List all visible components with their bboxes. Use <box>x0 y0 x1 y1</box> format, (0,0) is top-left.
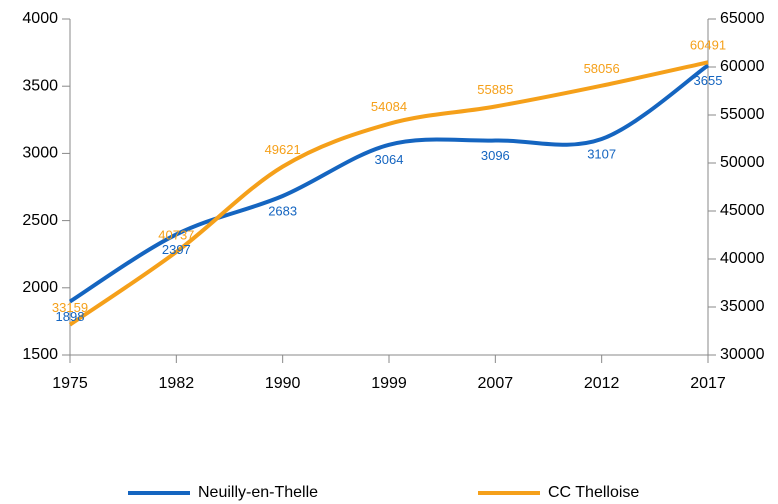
y-tick-label: 3000 <box>22 145 58 162</box>
legend-label: Neuilly-en-Thelle <box>198 484 318 501</box>
line <box>68 63 710 304</box>
data-label: 54084 <box>371 99 407 114</box>
data-label: 55885 <box>477 82 513 97</box>
y2-tick-label: 35000 <box>720 298 765 315</box>
x-tick-label: 1999 <box>371 375 407 392</box>
data-label: 2683 <box>268 203 297 218</box>
data-label: 3064 <box>375 152 404 167</box>
line <box>68 60 709 327</box>
data-label: 2397 <box>162 242 191 257</box>
data-label: 40737 <box>158 227 194 242</box>
legend-label: CC Thelloise <box>548 484 639 501</box>
x-tick-label: 2007 <box>478 375 514 392</box>
y2-tick-label: 50000 <box>720 154 765 171</box>
data-label: 49621 <box>265 142 301 157</box>
y2-tick-label: 60000 <box>720 58 765 75</box>
data-label: 3655 <box>694 73 723 88</box>
y-tick-label: 3500 <box>22 77 58 94</box>
y2-tick-label: 40000 <box>720 250 765 267</box>
y-tick-label: 1500 <box>22 346 58 363</box>
x-tick-label: 1990 <box>265 375 301 392</box>
data-label: 3107 <box>587 146 616 161</box>
data-label: 1898 <box>56 309 85 324</box>
y2-tick-label: 55000 <box>720 106 765 123</box>
x-tick-label: 1982 <box>159 375 195 392</box>
data-label: 60491 <box>690 38 726 53</box>
x-tick-label: 2017 <box>690 375 726 392</box>
x-tick-label: 1975 <box>52 375 88 392</box>
data-label: 58056 <box>584 61 620 76</box>
data-label: 3096 <box>481 148 510 163</box>
y-tick-label: 2500 <box>22 212 58 229</box>
y2-tick-label: 45000 <box>720 202 765 219</box>
data-label: 33159 <box>52 300 88 315</box>
x-tick-label: 2012 <box>584 375 620 392</box>
y2-tick-label: 30000 <box>720 346 765 363</box>
y2-tick-label: 65000 <box>720 10 765 27</box>
y-tick-label: 2000 <box>22 279 58 296</box>
y-tick-label: 4000 <box>22 10 58 27</box>
